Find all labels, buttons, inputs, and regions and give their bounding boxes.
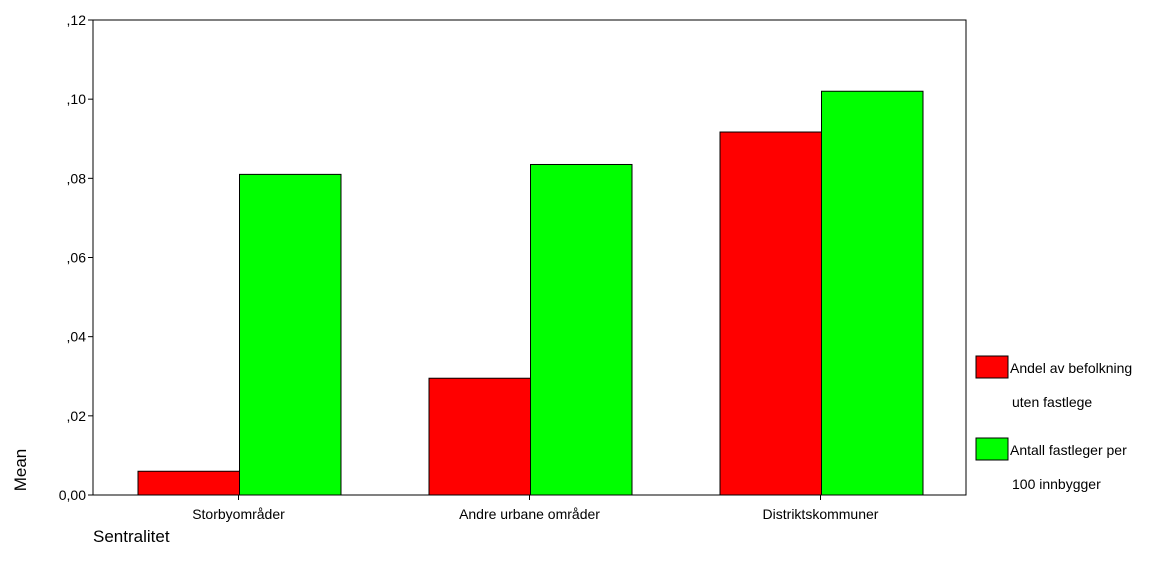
y-tick-label: ,08 (67, 170, 87, 186)
bar (239, 173, 342, 496)
bar (428, 377, 531, 496)
y-tick-label: 0,00 (59, 487, 86, 503)
x-tick-label: Distriktskommuner (763, 506, 879, 522)
bar (821, 90, 924, 496)
y-axis: 0,00 ,02 ,04 ,06 ,08 ,10 ,12 (59, 12, 93, 503)
y-tick-label: ,04 (67, 329, 87, 345)
y-tick-label: ,10 (67, 91, 87, 107)
legend-label: 100 innbygger (1012, 476, 1101, 492)
x-axis: Storbyområder Andre urbane områder Distrik… (192, 495, 879, 522)
legend-swatch (975, 437, 1009, 461)
bar (137, 470, 240, 496)
legend-label: uten fastlege (1012, 394, 1092, 410)
y-tick-label: ,06 (67, 250, 87, 266)
legend: Andel av befolkning uten fastlege Antall f… (975, 355, 1132, 492)
legend-swatch (975, 355, 1009, 379)
x-tick-label: Storbyområder (192, 506, 285, 522)
y-tick-label: ,12 (67, 12, 87, 28)
y-tick-label: ,02 (67, 408, 87, 424)
bar (530, 163, 633, 496)
bars (137, 90, 924, 496)
bar (719, 131, 822, 496)
y-axis-title: Mean (11, 449, 30, 492)
legend-label: Antall fastleger per (1010, 442, 1127, 458)
legend-label: Andel av befolkning (1010, 360, 1132, 376)
x-axis-title: Sentralitet (93, 527, 170, 546)
x-tick-label: Andre urbane områder (459, 506, 600, 522)
